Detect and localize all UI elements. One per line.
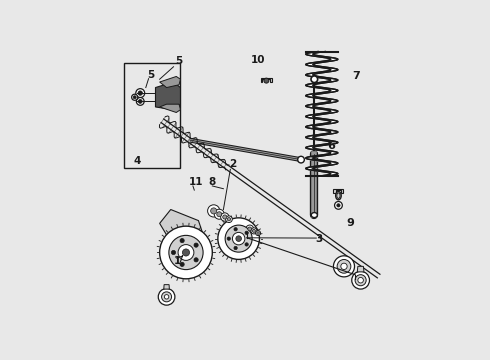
Text: 4: 4 — [134, 156, 141, 166]
Circle shape — [252, 229, 255, 233]
Text: 7: 7 — [352, 72, 360, 81]
Polygon shape — [164, 285, 170, 289]
Circle shape — [138, 91, 143, 95]
Circle shape — [136, 98, 144, 105]
Circle shape — [164, 294, 169, 299]
Ellipse shape — [337, 193, 340, 198]
Text: 2: 2 — [229, 159, 237, 169]
Circle shape — [180, 238, 184, 243]
Polygon shape — [357, 266, 364, 272]
Circle shape — [194, 243, 198, 247]
Circle shape — [358, 278, 364, 283]
Bar — [123, 63, 180, 168]
Circle shape — [132, 94, 138, 100]
Circle shape — [341, 263, 347, 270]
Circle shape — [245, 243, 248, 246]
Circle shape — [136, 89, 145, 98]
Circle shape — [225, 216, 232, 222]
Polygon shape — [155, 82, 180, 110]
Text: 5: 5 — [147, 70, 154, 80]
Text: 11: 11 — [189, 177, 203, 187]
Circle shape — [138, 99, 142, 103]
Circle shape — [220, 213, 229, 221]
Circle shape — [234, 228, 237, 231]
Circle shape — [352, 271, 369, 289]
Circle shape — [178, 244, 194, 260]
Polygon shape — [261, 78, 272, 82]
Circle shape — [225, 225, 252, 252]
Circle shape — [194, 258, 198, 262]
Circle shape — [180, 262, 184, 266]
Circle shape — [162, 292, 172, 302]
Circle shape — [337, 260, 351, 273]
Circle shape — [169, 235, 203, 270]
Circle shape — [251, 228, 257, 234]
Circle shape — [211, 208, 217, 214]
Polygon shape — [334, 189, 343, 193]
Circle shape — [311, 76, 318, 82]
Circle shape — [234, 246, 237, 250]
Circle shape — [160, 226, 212, 279]
Circle shape — [335, 202, 343, 209]
Circle shape — [133, 96, 136, 99]
Circle shape — [214, 209, 224, 219]
Text: 8: 8 — [209, 177, 216, 187]
Circle shape — [217, 212, 222, 217]
Ellipse shape — [311, 212, 318, 217]
Circle shape — [298, 156, 304, 163]
Circle shape — [355, 275, 366, 286]
Text: 10: 10 — [251, 55, 265, 65]
Text: 6: 6 — [327, 141, 335, 151]
Text: 3: 3 — [315, 234, 322, 244]
Circle shape — [257, 232, 259, 234]
Circle shape — [334, 256, 355, 277]
Circle shape — [256, 231, 261, 235]
Circle shape — [264, 78, 269, 83]
Circle shape — [337, 204, 340, 207]
Circle shape — [246, 225, 254, 233]
Circle shape — [218, 218, 259, 260]
Circle shape — [223, 215, 227, 219]
Circle shape — [172, 250, 175, 255]
Ellipse shape — [336, 192, 341, 200]
Text: 5: 5 — [175, 56, 182, 66]
Circle shape — [236, 236, 242, 242]
Circle shape — [227, 217, 231, 221]
Polygon shape — [160, 76, 180, 87]
Circle shape — [245, 231, 248, 234]
Circle shape — [232, 233, 245, 245]
Circle shape — [182, 249, 190, 256]
Circle shape — [158, 288, 175, 305]
Text: 9: 9 — [347, 219, 355, 228]
Polygon shape — [160, 104, 180, 112]
Text: 1: 1 — [174, 256, 181, 266]
Circle shape — [227, 237, 230, 240]
Circle shape — [208, 205, 220, 217]
Circle shape — [248, 227, 252, 231]
Polygon shape — [160, 210, 204, 246]
